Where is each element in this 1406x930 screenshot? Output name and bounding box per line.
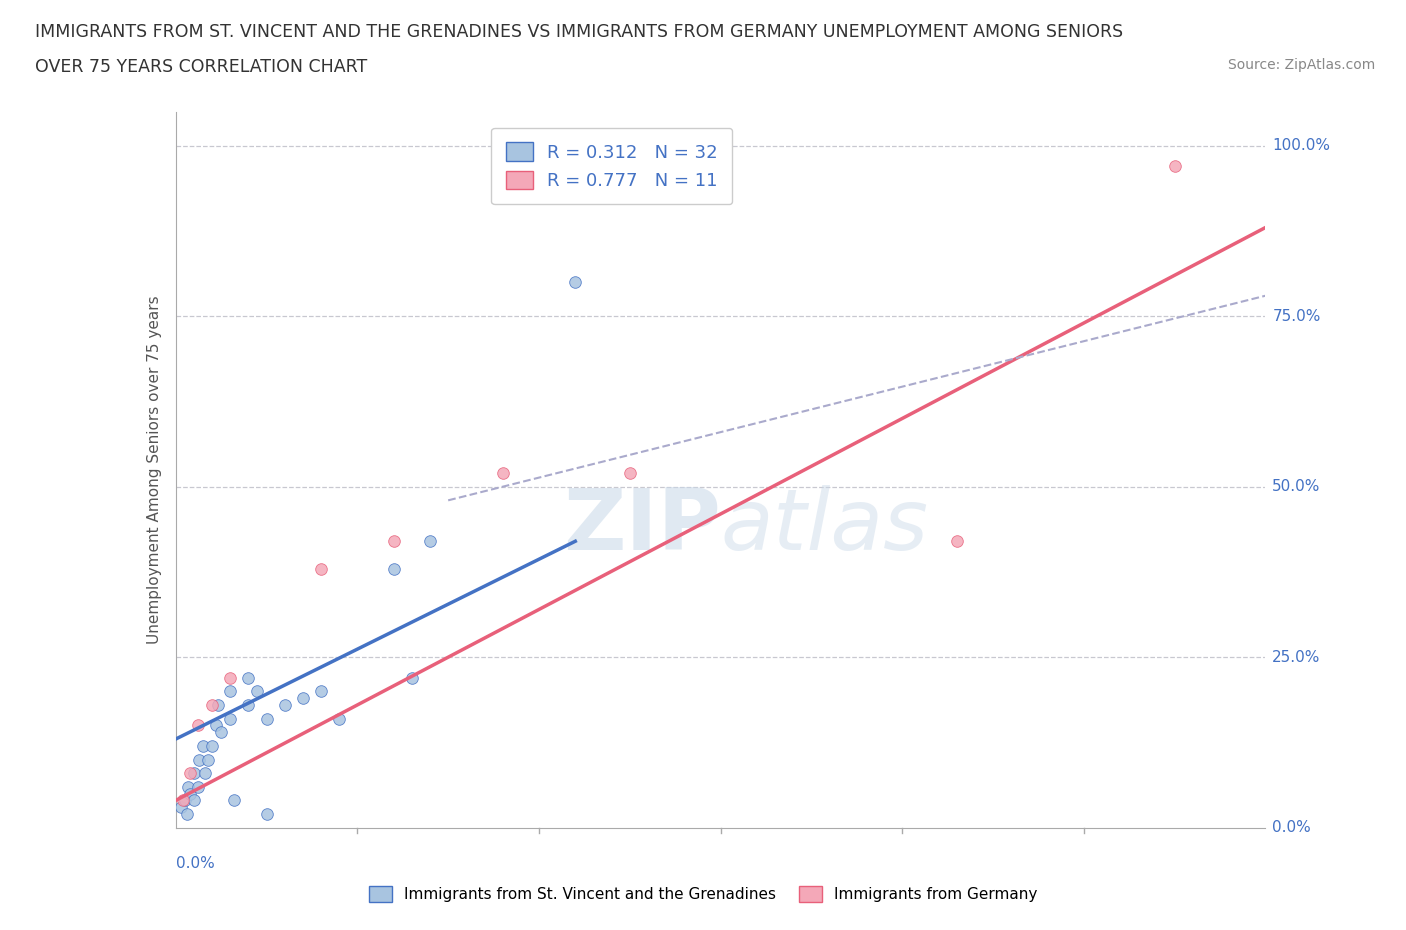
- Point: [179, 786, 201, 801]
- Point: [170, 800, 193, 815]
- Point: [179, 765, 201, 780]
- Text: 0.0%: 0.0%: [176, 857, 215, 871]
- Point: [201, 738, 224, 753]
- Legend: R = 0.312   N = 32, R = 0.777   N = 11: R = 0.312 N = 32, R = 0.777 N = 11: [491, 127, 733, 205]
- Point: [222, 793, 245, 808]
- Point: [328, 711, 350, 726]
- Point: [183, 765, 205, 780]
- Point: [183, 793, 205, 808]
- Point: [401, 671, 423, 685]
- Point: [309, 684, 332, 698]
- Point: [204, 718, 226, 733]
- Point: [238, 671, 260, 685]
- Legend: Immigrants from St. Vincent and the Grenadines, Immigrants from Germany: Immigrants from St. Vincent and the Gren…: [363, 880, 1043, 909]
- Point: [172, 793, 194, 808]
- Point: [209, 724, 232, 739]
- Point: [382, 534, 405, 549]
- Point: [246, 684, 269, 698]
- Point: [291, 691, 314, 706]
- Point: [492, 466, 515, 481]
- Point: [219, 711, 242, 726]
- Text: Source: ZipAtlas.com: Source: ZipAtlas.com: [1227, 58, 1375, 72]
- Text: atlas: atlas: [721, 485, 928, 568]
- Point: [382, 561, 405, 576]
- Point: [177, 779, 200, 794]
- Text: 75.0%: 75.0%: [1272, 309, 1320, 324]
- Point: [419, 534, 441, 549]
- Text: 100.0%: 100.0%: [1272, 139, 1330, 153]
- Text: 50.0%: 50.0%: [1272, 479, 1320, 494]
- Point: [194, 765, 217, 780]
- Point: [191, 738, 214, 753]
- Point: [238, 698, 260, 712]
- Point: [1163, 159, 1185, 174]
- Point: [188, 752, 211, 767]
- Point: [176, 806, 198, 821]
- Text: OVER 75 YEARS CORRELATION CHART: OVER 75 YEARS CORRELATION CHART: [35, 58, 367, 75]
- Text: IMMIGRANTS FROM ST. VINCENT AND THE GRENADINES VS IMMIGRANTS FROM GERMANY UNEMPL: IMMIGRANTS FROM ST. VINCENT AND THE GREN…: [35, 23, 1123, 41]
- Point: [256, 711, 278, 726]
- Point: [201, 698, 224, 712]
- Point: [173, 793, 195, 808]
- Text: 25.0%: 25.0%: [1272, 650, 1320, 665]
- Point: [207, 698, 229, 712]
- Point: [219, 684, 242, 698]
- Point: [197, 752, 219, 767]
- Y-axis label: Unemployment Among Seniors over 75 years: Unemployment Among Seniors over 75 years: [146, 296, 162, 644]
- Point: [256, 806, 278, 821]
- Point: [564, 274, 586, 289]
- Point: [186, 779, 209, 794]
- Text: ZIP: ZIP: [562, 485, 721, 568]
- Point: [274, 698, 297, 712]
- Point: [219, 671, 242, 685]
- Point: [619, 466, 641, 481]
- Point: [945, 534, 967, 549]
- Point: [186, 718, 209, 733]
- Text: 0.0%: 0.0%: [1272, 820, 1310, 835]
- Point: [309, 561, 332, 576]
